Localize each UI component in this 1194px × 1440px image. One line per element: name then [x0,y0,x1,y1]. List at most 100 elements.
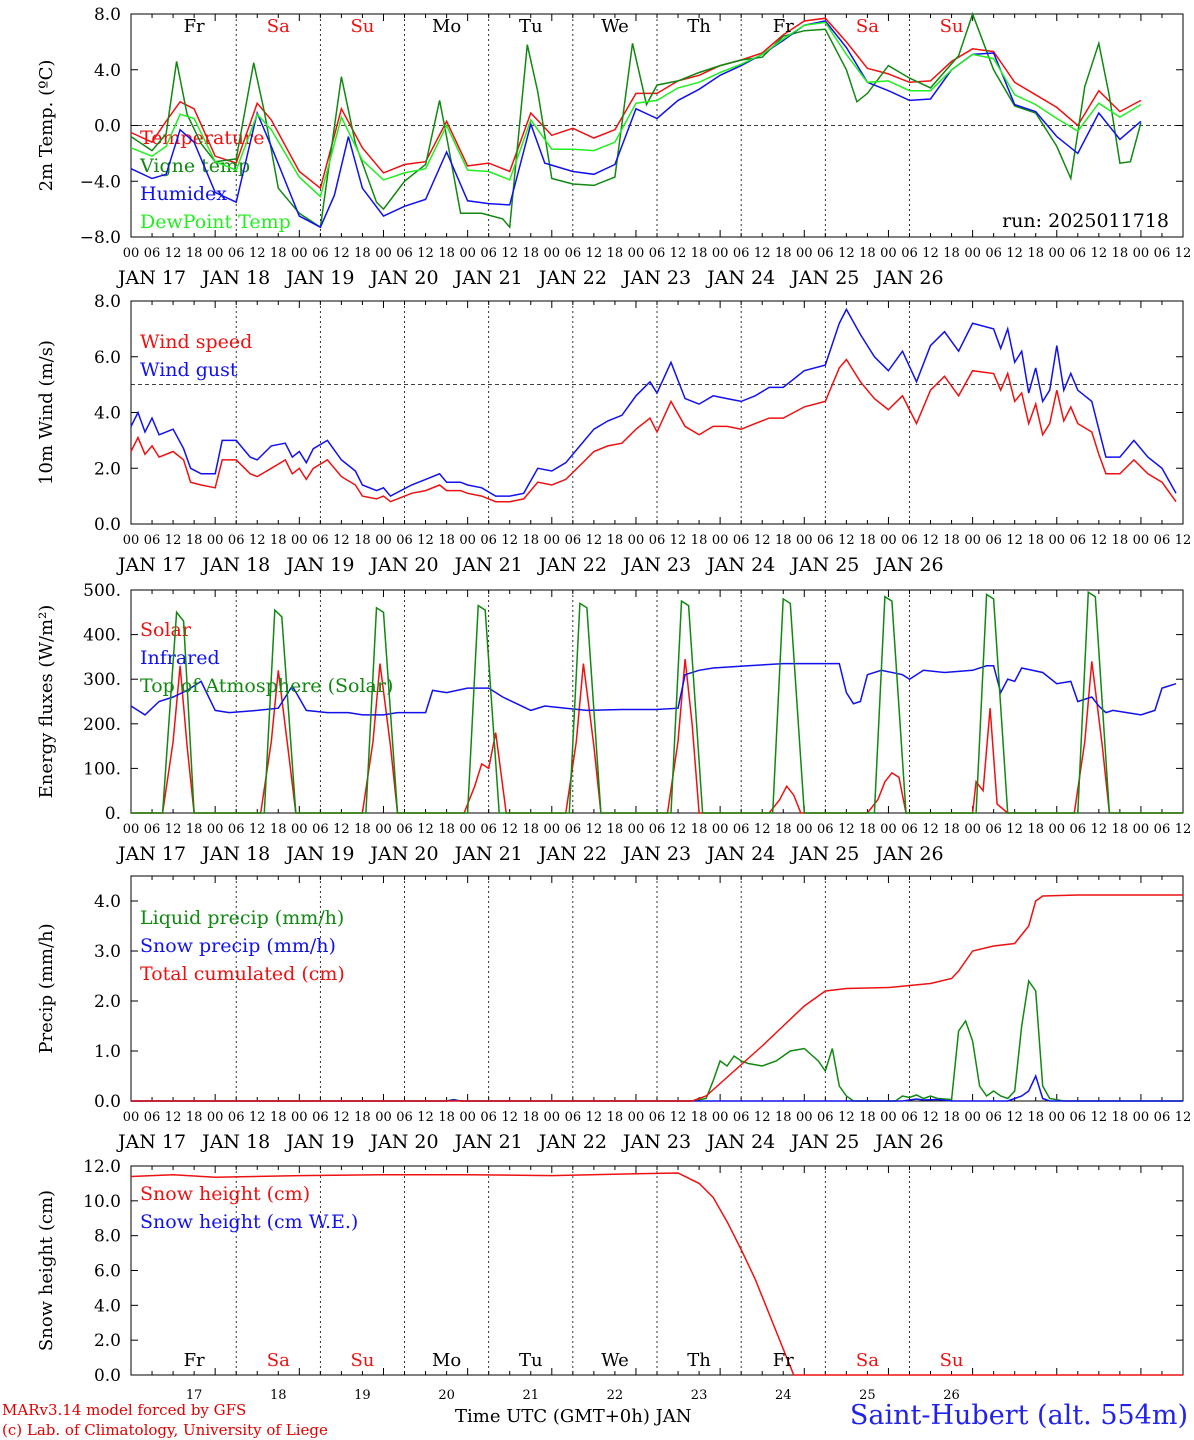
y-axis-label: 10m Wind (m/s) [36,340,57,485]
x-hour-label: 00 [207,246,224,261]
x-hour-label: 18 [354,822,371,837]
x-hour-label: 18 [522,533,539,548]
x-hour-label: 12 [1006,1110,1023,1125]
x-hour-label: 12 [1006,533,1023,548]
x-date-label: JAN 25 [789,843,859,865]
x-hour-label: 18 [1112,533,1129,548]
x-hour-label: 06 [985,533,1002,548]
x-hour-label: 06 [817,1110,834,1125]
x-hour-label: 00 [1133,822,1150,837]
x-date-label: JAN 23 [621,267,691,289]
x-hour-label: 12 [1175,246,1192,261]
x-hour-label: 12 [1175,822,1192,837]
day-name-label: Tu [519,1350,543,1371]
x-hour-label: 18 [691,246,708,261]
day-name-label: Su [940,16,964,37]
x-hour-label: 12 [249,822,266,837]
x-hour-label: 06 [312,1110,329,1125]
x-hour-label: 12 [1091,246,1108,261]
x-date-number: 25 [859,1388,876,1403]
x-hour-label: 12 [838,822,855,837]
x-hour-label: 06 [1154,822,1171,837]
x-hour-label: 00 [880,1110,897,1125]
x-hour-label: 00 [123,1110,140,1125]
series-line-infrared [130,662,1177,716]
series-line-dewpoint-temp [130,21,1142,198]
x-hour-label: 12 [922,533,939,548]
x-hour-label: 00 [1048,246,1065,261]
legend-label: Total cumulated (cm) [140,963,345,985]
legend-label: Wind speed [140,331,252,353]
x-hour-label: 06 [733,246,750,261]
x-hour-label: 06 [817,533,834,548]
x-hour-label: 18 [775,246,792,261]
x-hour-label: 12 [586,246,603,261]
x-hour-label: 18 [775,822,792,837]
y-tick-label: 100. [83,759,121,779]
x-date-number: 22 [607,1388,624,1403]
y-tick-label: 3.0 [94,942,121,962]
x-hour-label: 12 [501,533,518,548]
x-hour-label: 18 [354,533,371,548]
x-hour-label: 00 [291,822,308,837]
x-date-number: 26 [943,1388,960,1403]
x-hour-label: 06 [565,246,582,261]
x-hour-label: 12 [922,1110,939,1125]
x-hour-label: 18 [270,246,287,261]
x-hour-label: 00 [123,533,140,548]
day-name-label: Su [350,16,374,37]
x-hour-label: 12 [1091,533,1108,548]
y-tick-label: 6.0 [94,348,121,368]
x-hour-label: 00 [628,246,645,261]
day-name-label: Sa [856,1350,879,1371]
x-hour-label: 18 [943,1110,960,1125]
y-tick-label: 0.0 [94,1366,121,1386]
x-hour-label: 12 [586,1110,603,1125]
day-name-label: Th [687,16,711,37]
x-hour-label: 12 [838,1110,855,1125]
x-date-label: JAN 19 [284,1131,354,1153]
legend-label: Snow height (cm) [140,1183,310,1205]
x-hour-label: 12 [417,822,434,837]
x-hour-label: 12 [417,1110,434,1125]
x-hour-label: 18 [354,246,371,261]
x-hour-label: 00 [375,1110,392,1125]
x-hour-label: 18 [607,533,624,548]
legend-label: Infrared [140,647,220,669]
x-date-label: JAN 20 [368,554,438,576]
x-hour-label: 12 [165,533,182,548]
x-hour-label: 12 [670,822,687,837]
x-hour-label: 12 [501,1110,518,1125]
panel-2: 8.0 6.0 4.0 2.0 0.0 10m Wind (m/s) Wind speed W… [36,292,1191,576]
x-hour-label: 06 [1070,246,1087,261]
x-hour-label: 18 [691,1110,708,1125]
x-hour-label: 12 [754,533,771,548]
x-hour-label: 00 [712,1110,729,1125]
x-hour-label: 06 [228,822,245,837]
x-hour-label: 00 [964,246,981,261]
x-hour-label: 00 [796,246,813,261]
legend-label: Temperature [140,127,264,149]
legend-label: Wind gust [140,359,238,381]
x-hour-label: 00 [628,1110,645,1125]
x-hour-label: 06 [480,822,497,837]
y-tick-label: 8.0 [94,5,121,25]
x-date-label: JAN 23 [621,1131,691,1153]
x-date-label: JAN 17 [116,1131,186,1153]
x-hour-label: 18 [270,533,287,548]
x-hour-label: 12 [1175,533,1192,548]
y-axis-label: Energy fluxes (W/m²) [36,605,57,799]
day-name-label: Th [687,1350,711,1371]
x-hour-label: 18 [775,533,792,548]
x-hour-label: 06 [144,533,161,548]
x-hour-label: 00 [712,533,729,548]
lab-credit: (c) Lab. of Climatology, University of L… [2,1421,328,1439]
x-date-label: JAN 21 [453,267,523,289]
series-line-temperature [130,17,1142,190]
x-date-label: JAN 23 [621,843,691,865]
y-tick-label: −8.0 [80,228,121,248]
x-hour-label: 18 [607,246,624,261]
x-date-label: JAN 24 [705,1131,775,1153]
x-date-label: JAN 22 [537,1131,607,1153]
x-hour-label: 00 [796,1110,813,1125]
